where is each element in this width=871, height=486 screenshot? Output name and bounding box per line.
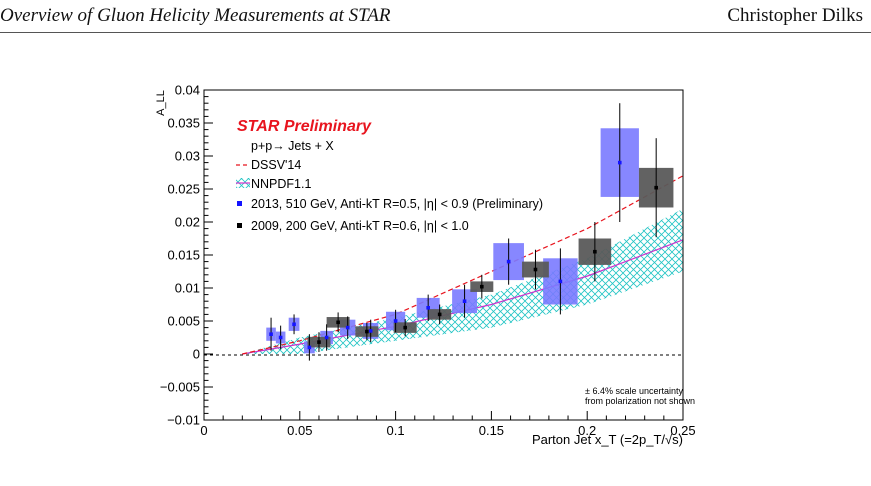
data-point-2013-12	[617, 160, 622, 165]
running-head: Overview of Gluon Helicity Measurements …	[0, 0, 871, 36]
y-tick-label-7: 0.025	[167, 182, 200, 197]
data-point-2013-4	[324, 335, 329, 340]
x-tick-label-0: 0	[200, 423, 207, 438]
data-point-2009-3	[403, 325, 407, 330]
x-axis-label: Parton Jet x_T (=2p_T/√s)	[532, 432, 683, 447]
data-point-2013-7	[393, 319, 398, 323]
star-preliminary-label: STAR Preliminary	[237, 118, 372, 135]
legend-2013-label: 2013, 510 GeV, Anti-kT R=0.5, |η| < 0.9 …	[251, 197, 543, 211]
legend-nnpdf-label: NNPDF1.1	[251, 177, 311, 191]
header-rule	[0, 32, 871, 33]
legend-2013-marker	[237, 201, 242, 206]
legend: DSSV'14 NNPDF1.1 2013, 510 GeV, Anti-kT …	[236, 158, 543, 233]
y-tick-label-10: 0.04	[175, 83, 200, 98]
data-point-2009-4	[437, 312, 442, 317]
data-point-2013-10	[506, 259, 511, 264]
data-point-2009-2	[365, 329, 369, 334]
y-tick-label-1: −0.005	[160, 380, 200, 395]
x-tick-label-5: 0.25	[670, 423, 695, 438]
data-point-2013-5	[345, 325, 350, 330]
legend-2009-marker	[237, 223, 242, 228]
data-point-2009-5	[480, 284, 484, 289]
data-point-2013-3	[307, 345, 312, 350]
y-axis-label: A_LL	[155, 90, 167, 116]
data-point-2013-6	[368, 329, 373, 333]
scale-uncertainty-note-line1: ± 6.4% scale uncertainty	[585, 386, 683, 396]
legend-2009-label: 2009, 200 GeV, Anti-kT R=0.6, |η| < 1.0	[251, 219, 469, 233]
y-tick-label-3: 0.005	[167, 314, 200, 329]
data-point-2009-8	[654, 185, 658, 190]
y-tick-label-4: 0.01	[175, 281, 200, 296]
data-point-2009-0	[317, 340, 321, 344]
x-tick-label-1: 0.05	[287, 423, 312, 438]
data-point-2009-1	[336, 320, 340, 325]
legend-dssv-label: DSSV'14	[251, 158, 301, 172]
data-point-2009-7	[593, 249, 597, 254]
data-point-2013-1	[278, 335, 283, 340]
data-point-2013-2	[292, 322, 296, 327]
x-tick-label-3: 0.15	[479, 423, 504, 438]
data-point-2013-9	[462, 299, 467, 303]
y-tick-label-9: 0.035	[167, 116, 200, 131]
reaction-label: p+p→ Jets + X	[251, 139, 334, 153]
dssv-curve	[242, 175, 684, 355]
scale-uncertainty-note-line2: from polarization not shown	[585, 396, 695, 406]
data-point-2013-11	[558, 279, 563, 284]
y-tick-label-6: 0.02	[175, 215, 200, 230]
paper-running-author: Christopher Dilks	[727, 5, 863, 26]
data-point-2013-0	[269, 332, 273, 336]
y-tick-label-2: 0	[193, 347, 200, 362]
paper-running-title: Overview of Gluon Helicity Measurements …	[0, 5, 391, 26]
y-tick-label-5: 0.015	[167, 248, 200, 263]
y-tick-label-8: 0.03	[175, 149, 200, 164]
x-tick-label-2: 0.1	[387, 423, 405, 438]
x-tick-label-4: 0.2	[578, 423, 596, 438]
y-tick-label-0: −0.01	[167, 413, 200, 428]
data-point-2009-6	[533, 267, 538, 272]
data-point-2013-8	[426, 306, 430, 310]
